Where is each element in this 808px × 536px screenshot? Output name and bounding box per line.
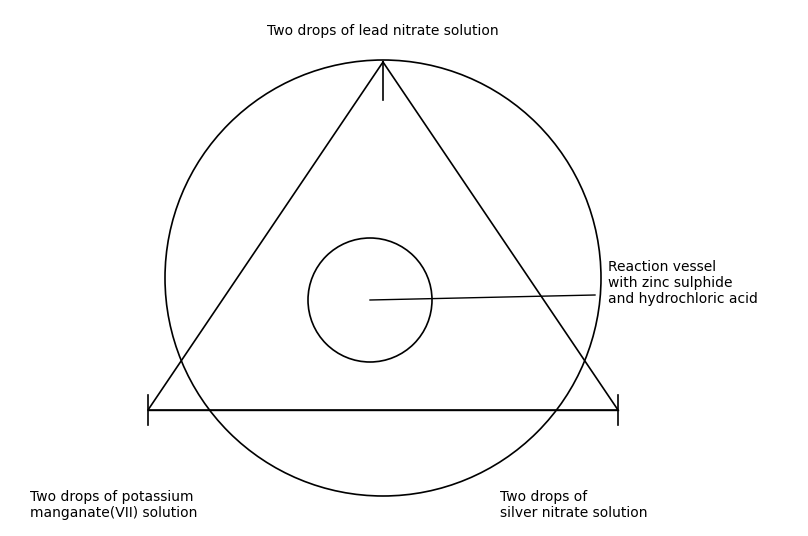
Text: Two drops of lead nitrate solution: Two drops of lead nitrate solution	[267, 24, 499, 38]
Text: Two drops of
silver nitrate solution: Two drops of silver nitrate solution	[500, 490, 647, 520]
Text: Reaction vessel
with zinc sulphide
and hydrochloric acid: Reaction vessel with zinc sulphide and h…	[608, 260, 758, 306]
Text: Two drops of potassium
manganate(VII) solution: Two drops of potassium manganate(VII) so…	[30, 490, 197, 520]
